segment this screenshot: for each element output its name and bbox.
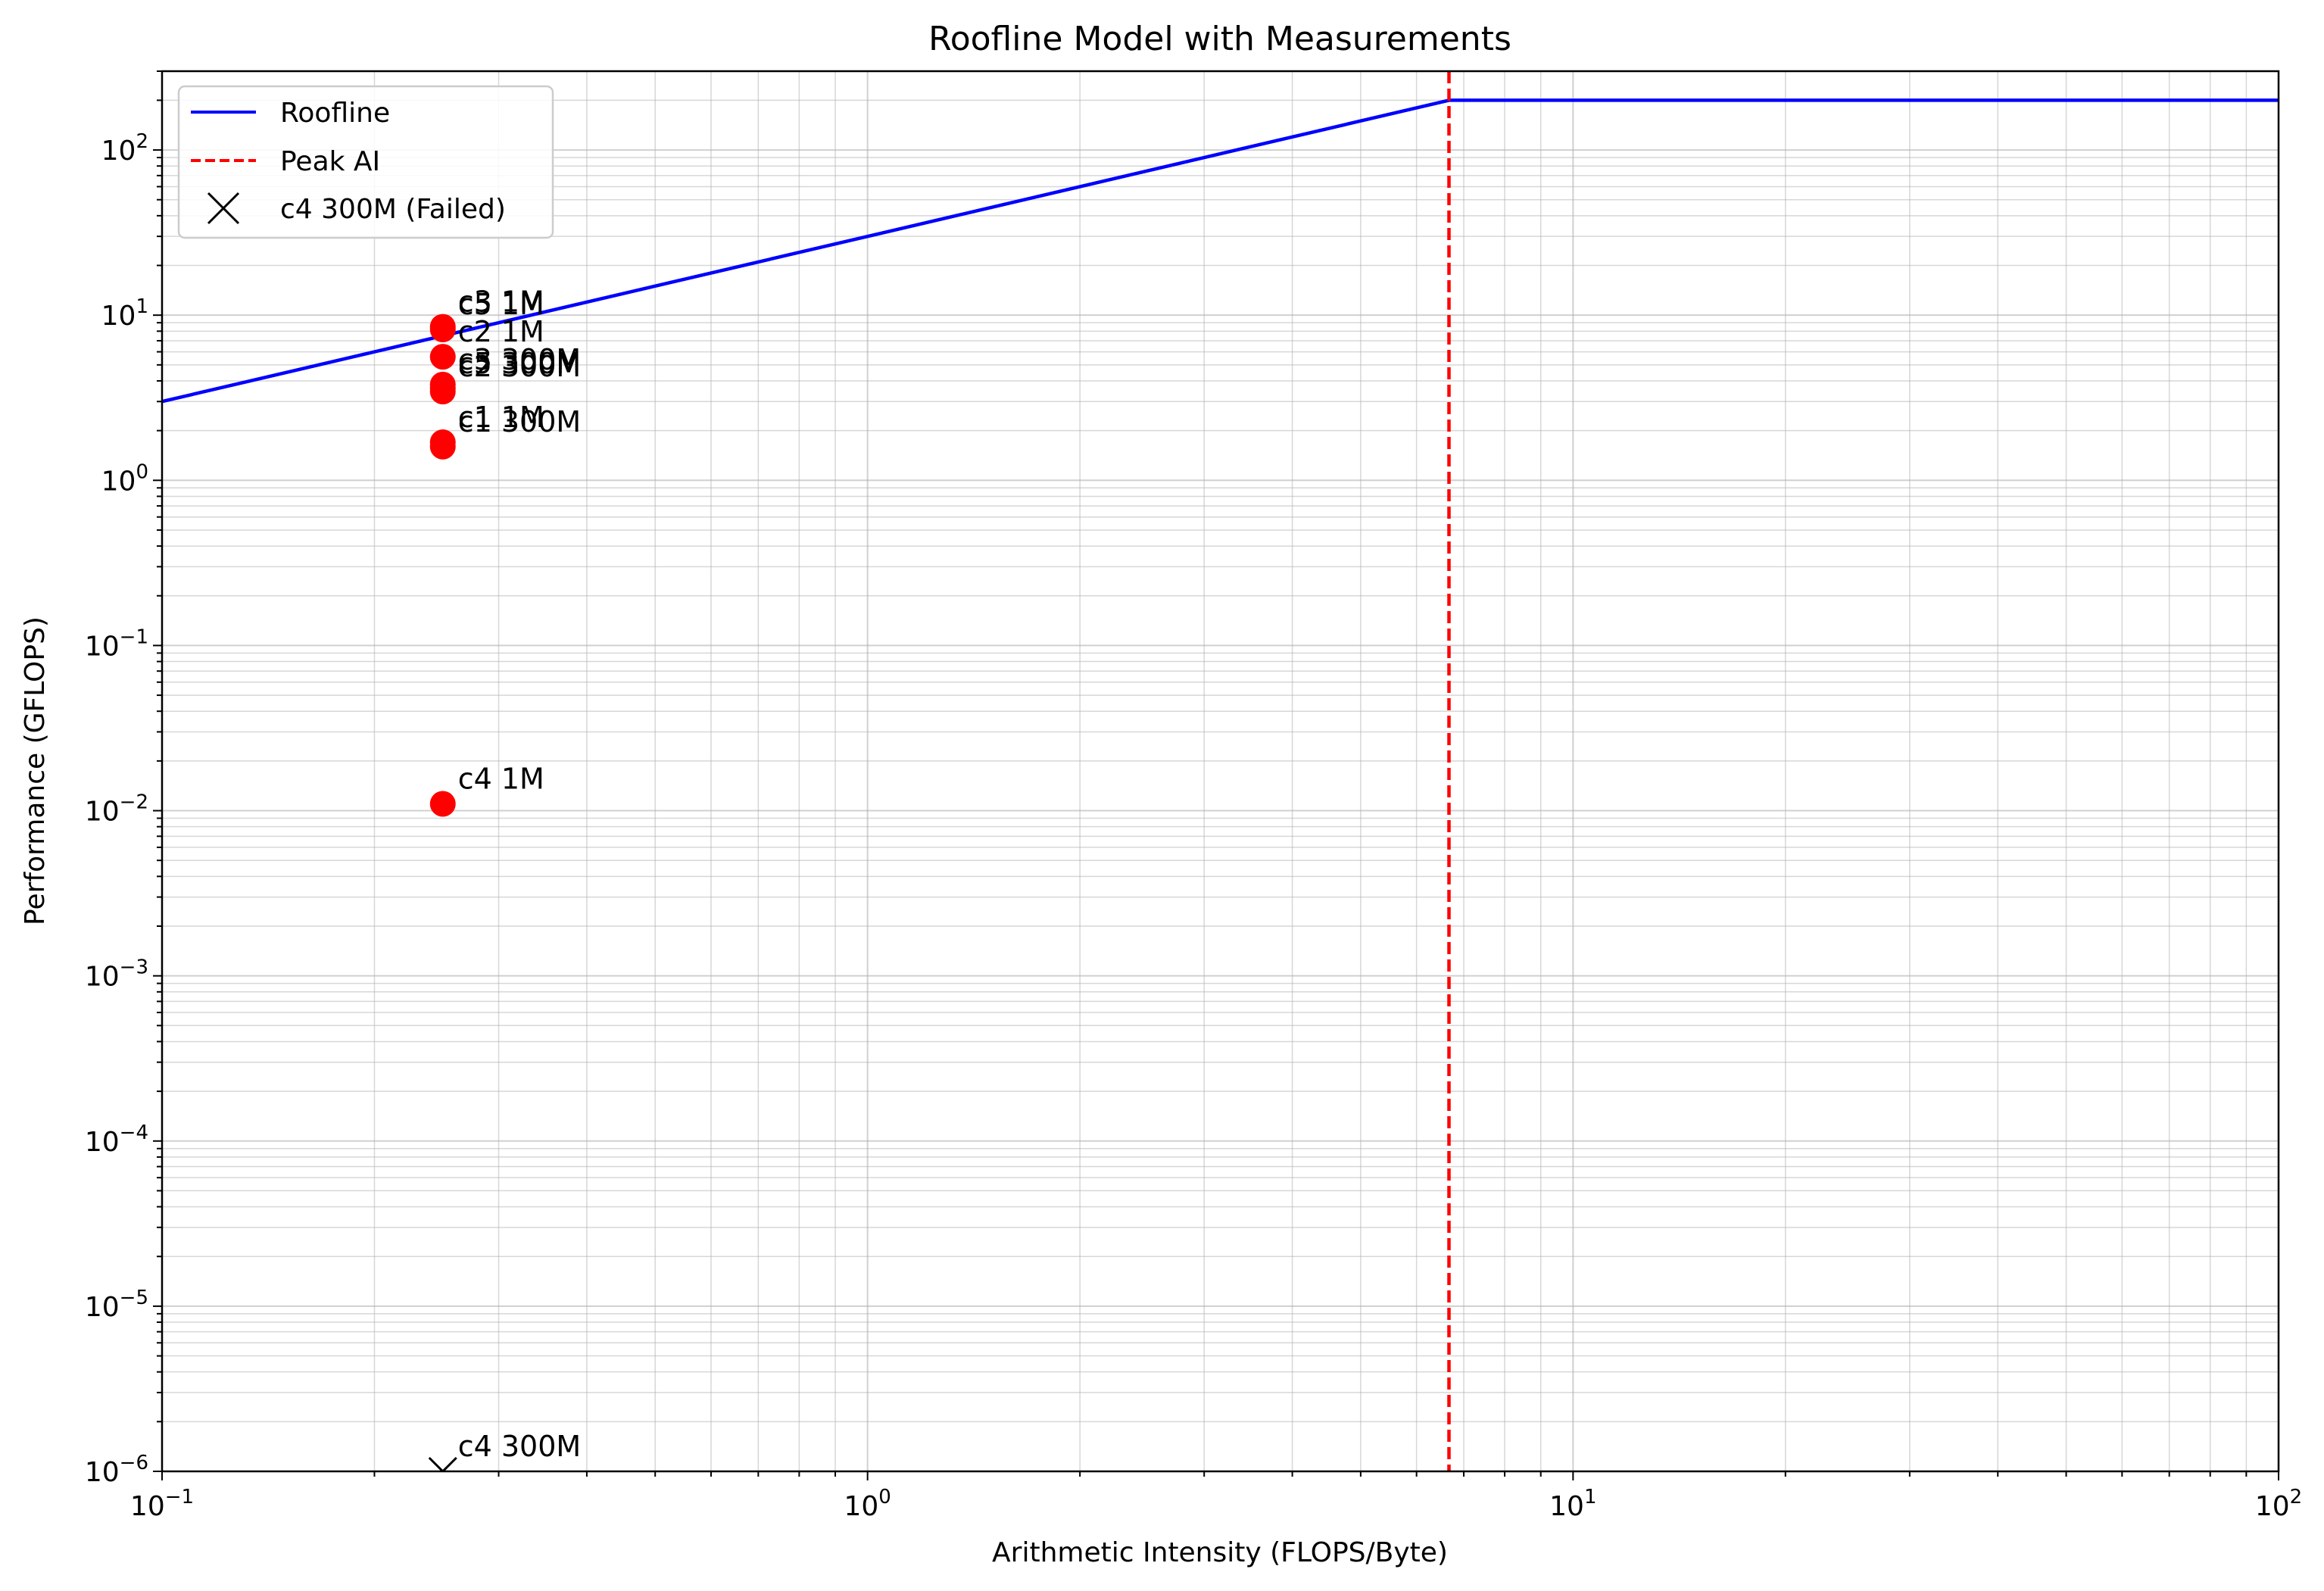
- legend-roofline-label: Roofline: [280, 98, 390, 129]
- point-label: c2 1M: [458, 315, 544, 348]
- plot-area: [162, 71, 2279, 1471]
- point-label: c1 300M: [458, 405, 581, 438]
- y-tick-label: 10−5: [85, 1287, 148, 1323]
- point-label: c5 300M: [458, 347, 581, 380]
- x-axis-label: Arithmetic Intensity (FLOPS/Byte): [992, 1537, 1448, 1568]
- measurement-point: [429, 316, 456, 342]
- grid-lines: [162, 71, 2279, 1471]
- y-tick-label: 102: [101, 130, 148, 167]
- y-axis-label: Performance (GFLOPS): [20, 616, 51, 925]
- y-tick-label: 100: [101, 460, 148, 497]
- legend-failed-label: c4 300M (Failed): [280, 194, 506, 225]
- measurement-point: [429, 433, 456, 460]
- legend: Roofline Peak AI c4 300M (Failed): [177, 85, 554, 239]
- failed-point-marker: [428, 1456, 457, 1471]
- y-tick-label: 10−2: [85, 791, 148, 828]
- plot-frame: [161, 70, 2280, 1473]
- point-label: c3 300M: [458, 343, 581, 376]
- x-tick-label: 10−1: [130, 1486, 194, 1522]
- x-tick-label: 100: [844, 1486, 891, 1522]
- axis-ticks: 10−1 100 101 102 10−6 10−5 10−4 10−3 10−2 10−1 100…: [85, 70, 2302, 1522]
- y-tick-label: 10−3: [85, 956, 148, 993]
- point-label: c1 1M: [458, 401, 544, 434]
- chart-title: Roofline Model with Measurements: [928, 20, 1511, 58]
- point-label: c4 300M: [458, 1430, 581, 1463]
- measurement-point: [429, 344, 456, 370]
- legend-failed-swatch: [207, 192, 240, 225]
- y-tick-label: 101: [101, 295, 148, 332]
- measurement-point: [429, 378, 456, 404]
- x-tick-label: 102: [2255, 1486, 2302, 1522]
- x-tick-label: 101: [1549, 1486, 1596, 1522]
- point-label: c5 1M: [458, 288, 544, 321]
- point-label: c2 300M: [458, 350, 581, 383]
- measurement-point: [429, 791, 456, 817]
- legend-box: [177, 85, 554, 239]
- y-tick-label: 10−4: [85, 1121, 148, 1158]
- y-tick-label: 10−6: [85, 1452, 148, 1488]
- legend-peak-ai-label: Peak AI: [280, 146, 380, 177]
- point-label: c4 1M: [458, 763, 544, 796]
- y-tick-label: 10−1: [85, 625, 148, 662]
- point-label: c3 1M: [458, 285, 544, 319]
